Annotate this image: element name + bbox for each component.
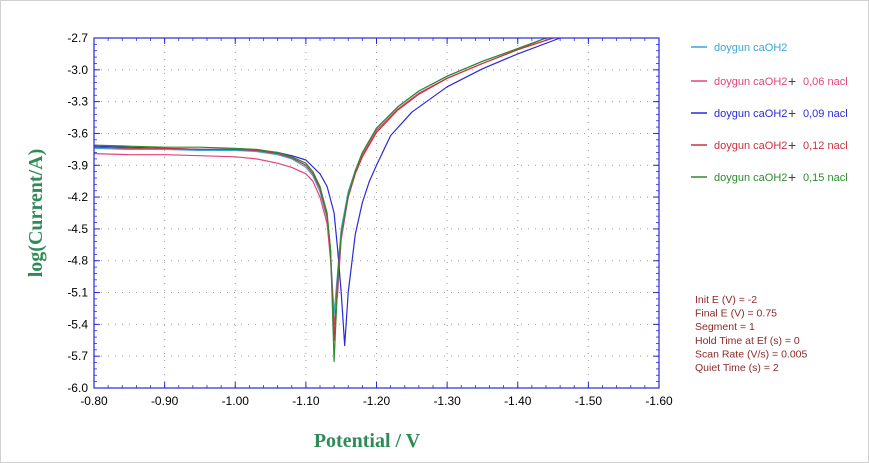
x-tick-label: -1.30 xyxy=(433,394,461,408)
x-tick-label: -1.50 xyxy=(575,394,603,408)
y-tick-label: -2.7 xyxy=(67,31,88,45)
y-tick-label: -5.7 xyxy=(67,349,88,363)
y-tick-label: -6.0 xyxy=(67,381,88,395)
legend-label-1: doygun caOH2 xyxy=(714,42,787,54)
y-tick-label: -4.8 xyxy=(67,254,88,268)
experiment-parameters: Init E (V) = -2 Final E (V) = 0.75Segment… xyxy=(695,294,808,374)
x-tick-label: -0.80 xyxy=(80,394,108,408)
legend-concentration-3: 0,09 nacl xyxy=(803,108,848,120)
legend-plus-3: + xyxy=(788,105,796,121)
legend-label-5: doygun caOH2 xyxy=(714,172,787,184)
legend-label-2: doygun caOH2 xyxy=(714,76,787,88)
x-tick-label: -1.60 xyxy=(645,394,673,408)
x-tick-label: -1.40 xyxy=(504,394,532,408)
parameter-line: Hold Time at Ef (s) = 0 xyxy=(695,335,800,347)
parameter-line: Scan Rate (V/s) = 0.005 xyxy=(695,348,808,360)
parameter-line: Init E (V) = -2 xyxy=(695,294,757,306)
legend-concentration-4: 0,12 nacl xyxy=(803,140,848,152)
legend-plus-5: + xyxy=(788,169,796,185)
series-line-2 xyxy=(93,37,547,325)
parameter-line: Segment = 1 xyxy=(695,321,755,333)
y-tick-label: -3.6 xyxy=(67,126,88,140)
y-axis-title: log(Current/A) xyxy=(25,149,47,278)
legend-concentration-2: 0,06 nacl xyxy=(803,76,848,88)
x-tick-label: -1.00 xyxy=(222,394,250,408)
y-tick-label: -4.2 xyxy=(67,190,88,204)
parameter-line: Final E (V) = 0.75 xyxy=(695,308,777,320)
series-layer xyxy=(93,37,561,363)
y-tick-label: -3.0 xyxy=(67,63,88,77)
y-tick-label: -5.1 xyxy=(67,286,88,300)
y-tick-label: -3.3 xyxy=(67,95,88,109)
x-tick-label: -1.20 xyxy=(363,394,391,408)
legend-plus-4: + xyxy=(788,137,796,153)
legend-label-4: doygun caOH2 xyxy=(714,140,787,152)
y-tick-label: -5.4 xyxy=(67,317,88,331)
grid xyxy=(94,38,659,388)
ticks xyxy=(93,37,660,389)
legend-label-3: doygun caOH2 xyxy=(714,108,787,120)
y-tick-labels: -2.7 -3.0 -3.3 -3.6 -3.9 -4.2 -4.5 -4.8 -5.1 -5.4… xyxy=(67,31,88,395)
y-tick-label: -4.5 xyxy=(67,222,88,236)
y-tick-label: -3.9 xyxy=(67,158,88,172)
series-line-5 xyxy=(93,37,547,363)
legend-plus-2: + xyxy=(788,73,796,89)
legend-concentration-5: 0,15 nacl xyxy=(803,172,848,184)
x-tick-labels: -0.80 -0.90 -1.00 -1.10 -1.20 -1.30 -1.40 -1.50… xyxy=(80,394,673,408)
series-line-4 xyxy=(93,37,554,341)
x-axis-title: Potential / V xyxy=(314,430,421,452)
x-tick-label: -0.90 xyxy=(151,394,179,408)
x-tick-label: -1.10 xyxy=(292,394,320,408)
series-line-3 xyxy=(93,37,561,347)
parameter-line: Quiet Time (s) = 2 xyxy=(695,362,779,374)
series-line-1 xyxy=(93,37,547,315)
